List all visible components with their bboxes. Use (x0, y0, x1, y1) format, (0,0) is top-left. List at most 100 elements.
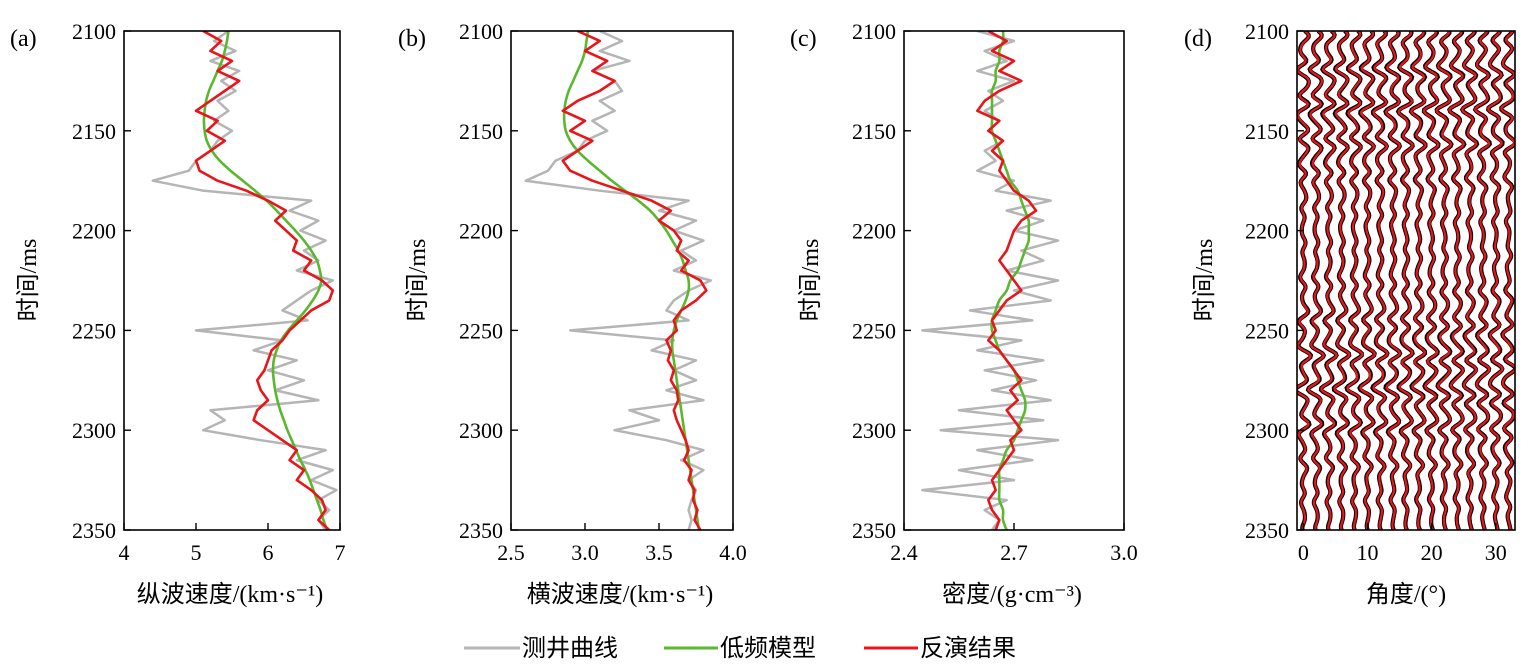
trace-synthetic-22 (1435, 31, 1453, 530)
trace-synthetic-24 (1448, 31, 1465, 530)
xtick-label-a-4: 4 (119, 540, 130, 565)
ytick-label-c-2300: 2300 (852, 418, 896, 443)
panel-d: (d) 2100 2150 2200 2250 2300 2350 0 10 20 30 角度/(… (1184, 19, 1516, 608)
ytick-label-c-2250: 2250 (852, 318, 896, 343)
xtick-label-c-2.7: 2.7 (1000, 540, 1028, 565)
trace-synthetic-2 (1307, 31, 1325, 530)
plot-content-c (921, 31, 1060, 530)
series-lowfreq-model-b (562, 31, 701, 530)
xlabel-c: 密度/(g·cm⁻³) (942, 581, 1082, 608)
ytick-label-b-2300: 2300 (459, 418, 503, 443)
xlabel-b: 横波速度/(km·s⁻¹) (527, 581, 714, 608)
legend-label-lowfreq: 低频模型 (720, 635, 816, 662)
panel-label-b: (b) (398, 26, 426, 52)
plot-content-d (1297, 31, 1515, 530)
trace-synthetic-32 (1500, 31, 1515, 530)
ytick-label-c-2200: 2200 (852, 219, 896, 244)
series-log-curve-a (151, 31, 338, 530)
ytick-label-a-2300: 2300 (72, 418, 116, 443)
ytick-label-d-2300: 2300 (1245, 418, 1289, 443)
xtick-label-b-2.5: 2.5 (497, 540, 525, 565)
trace-synthetic-30 (1487, 31, 1504, 530)
ytick-label-b-2350: 2350 (459, 518, 503, 543)
series-inversion-a (194, 31, 335, 530)
legend-item-lowfreq: 低频模型 (664, 635, 816, 662)
ytick-label-c-2100: 2100 (852, 19, 896, 44)
xtick-label-c-2.4: 2.4 (890, 540, 918, 565)
xtick-label-a-7: 7 (335, 540, 346, 565)
plot-content-a (151, 31, 338, 530)
ytick-label-b-2100: 2100 (459, 19, 503, 44)
xlabel-a: 纵波速度/(km·s⁻¹) (137, 581, 324, 608)
trace-synthetic-4 (1320, 31, 1338, 530)
ylabel-b: 时间/ms (404, 239, 431, 322)
ytick-label-c-2350: 2350 (852, 518, 896, 543)
ytick-label-d-2350: 2350 (1245, 518, 1289, 543)
ytick-label-d-2250: 2250 (1245, 318, 1289, 343)
trace-synthetic-20 (1422, 31, 1440, 530)
ytick-label-d-2100: 2100 (1245, 19, 1289, 44)
xtick-label-a-5: 5 (191, 540, 202, 565)
plot-frame-d (1296, 30, 1516, 531)
series-log-curve-b (524, 31, 713, 530)
xtick-label-b-4.0: 4.0 (719, 540, 747, 565)
ytick-label-b-2200: 2200 (459, 219, 503, 244)
plot-content-b (524, 31, 713, 530)
xtick-label-c-3.0: 3.0 (1110, 540, 1138, 565)
legend-label-log: 测井曲线 (522, 635, 618, 662)
xtick-label-d-30: 30 (1485, 540, 1507, 565)
xtick-label-a-6: 6 (263, 540, 274, 565)
trace-synthetic-28 (1473, 31, 1491, 530)
ytick-label-a-2150: 2150 (72, 119, 116, 144)
ytick-label-a-2350: 2350 (72, 518, 116, 543)
ytick-label-d-2200: 2200 (1245, 219, 1289, 244)
series-inversion-b (561, 31, 708, 530)
xtick-label-d-10: 10 (1357, 540, 1379, 565)
trace-synthetic-18 (1409, 31, 1427, 530)
ylabel-d: 时间/ms (1191, 239, 1218, 322)
ylabel-c: 时间/ms (797, 239, 824, 322)
panel-label-a: (a) (10, 26, 37, 52)
ytick-label-b-2150: 2150 (459, 119, 503, 144)
xtick-label-d-20: 20 (1421, 540, 1443, 565)
ytick-label-d-2150: 2150 (1245, 119, 1289, 144)
ytick-label-a-2200: 2200 (72, 219, 116, 244)
series-lowfreq-model-c (990, 31, 1031, 530)
trace-synthetic-8 (1346, 31, 1364, 530)
trace-observed-24 (1447, 31, 1467, 530)
ytick-label-b-2250: 2250 (459, 318, 503, 343)
trace-synthetic-12 (1372, 31, 1389, 530)
plot-frame-b (510, 30, 734, 531)
legend-label-inversion: 反演结果 (920, 635, 1016, 662)
trace-synthetic-16 (1397, 31, 1414, 530)
xlabel-d: 角度/(°) (1366, 581, 1446, 608)
ytick-label-a-2100: 2100 (72, 19, 116, 44)
ytick-label-c-2150: 2150 (852, 119, 896, 144)
legend-item-log: 测井曲线 (464, 635, 618, 662)
panel-label-d: (d) (1184, 26, 1212, 52)
trace-synthetic-10 (1359, 31, 1376, 530)
xtick-label-b-3.5: 3.5 (645, 540, 673, 565)
legend-item-inversion: 反演结果 (864, 635, 1016, 662)
series-inversion-c (976, 31, 1038, 530)
ylabel-a: 时间/ms (15, 239, 42, 322)
trace-synthetic-6 (1333, 31, 1351, 530)
plot-frame-a (123, 30, 341, 531)
xtick-label-b-3.0: 3.0 (571, 540, 599, 565)
ytick-label-a-2250: 2250 (72, 318, 116, 343)
series-log-curve-c (921, 31, 1060, 530)
xtick-label-d-0: 0 (1298, 540, 1309, 565)
plot-area-d: 2100 2150 2200 2250 2300 2350 0 10 20 30 (1245, 19, 1516, 565)
trace-synthetic-26 (1460, 31, 1478, 530)
trace-synthetic-14 (1384, 31, 1402, 530)
legend: 测井曲线 低频模型 反演结果 (464, 635, 1016, 662)
panel-label-c: (c) (790, 26, 817, 52)
trace-synthetic-0 (1297, 31, 1312, 530)
